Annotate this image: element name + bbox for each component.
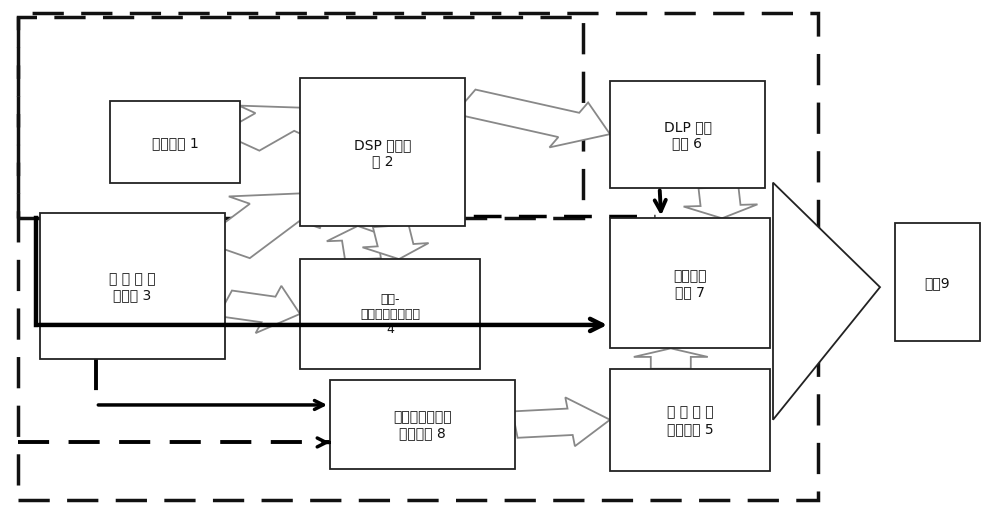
Polygon shape (327, 227, 393, 260)
Polygon shape (221, 106, 311, 151)
Polygon shape (512, 398, 610, 446)
Text: DLP 驱动
模块 6: DLP 驱动 模块 6 (664, 120, 712, 150)
Text: 荧 光 粉 色
轮和滤光 5: 荧 光 粉 色 轮和滤光 5 (667, 405, 713, 435)
Polygon shape (218, 286, 300, 333)
Polygon shape (363, 225, 429, 260)
Bar (330, 380, 515, 469)
Text: 光学成像
系统 7: 光学成像 系统 7 (673, 269, 707, 299)
Text: 系 统 初 始
化模块 3: 系 统 初 始 化模块 3 (109, 271, 156, 301)
Polygon shape (200, 194, 321, 259)
Bar (110, 102, 240, 183)
Text: 蓝色激光光源及
驱动模块 8: 蓝色激光光源及 驱动模块 8 (393, 410, 452, 440)
Text: 机芯主板 1: 机芯主板 1 (152, 135, 198, 150)
Polygon shape (455, 91, 610, 148)
Bar (610, 81, 765, 188)
Bar (610, 219, 770, 349)
Polygon shape (684, 188, 757, 219)
Polygon shape (634, 349, 708, 369)
Bar (40, 214, 225, 359)
Polygon shape (773, 183, 880, 420)
Bar (300, 79, 465, 227)
Bar (300, 260, 480, 369)
Bar (18, 18, 583, 219)
Bar (18, 14, 818, 500)
Bar (895, 224, 980, 341)
Bar (610, 369, 770, 471)
Text: 屏幕9: 屏幕9 (925, 275, 950, 290)
Text: DSP 控制模
块 2: DSP 控制模 块 2 (354, 137, 411, 168)
Text: 亮度-
功率矩阵存储模块
4: 亮度- 功率矩阵存储模块 4 (360, 293, 420, 336)
